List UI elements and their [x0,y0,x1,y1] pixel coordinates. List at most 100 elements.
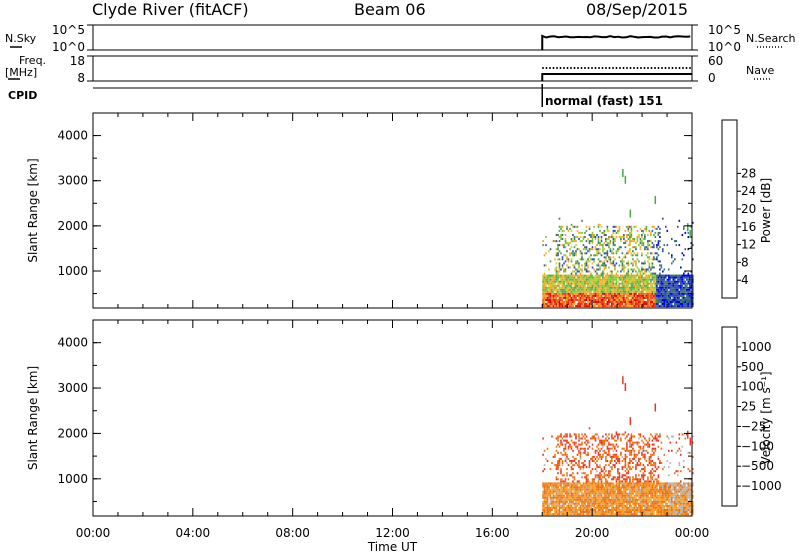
power-cell [660,290,663,293]
power-cell [602,286,604,289]
power-cell [650,301,652,303]
velocity-cell [545,509,547,511]
power-cell [659,264,661,267]
power-cell [617,270,619,273]
velocity-cell [668,484,670,487]
velocity-cell [669,494,672,497]
power-cell [599,299,601,301]
power-cell [635,276,637,279]
power-cell [635,292,637,295]
power-cell [591,292,594,295]
power-cell [675,296,678,299]
power-cell [570,299,573,301]
power-cell [636,286,639,289]
velocity-cell [641,500,643,503]
power-cell [690,305,693,308]
velocity-cell [546,509,549,511]
velocity-cell [555,511,558,513]
velocity-cell [603,511,606,513]
power-cell [590,234,592,236]
velocity-cell [546,447,549,450]
power-cell [576,262,579,265]
power-cell [594,290,597,293]
power-cell [618,256,621,259]
velocity-cell [647,445,649,448]
velocity-cell [593,437,595,440]
velocity-cell [606,492,609,495]
velocity-cell [687,506,690,509]
power-cell [626,303,628,305]
velocity-cell [579,482,582,485]
velocity-cell [629,494,631,497]
power-cell [555,305,558,308]
velocity-cell [681,509,684,511]
power-cell [587,305,589,308]
velocity-cell [570,462,573,464]
power-cell [650,305,652,308]
power-cell [555,262,558,265]
velocity-cell [626,482,628,485]
velocity-cell [653,451,655,454]
power-cell [542,284,544,287]
velocity-cell [683,502,685,505]
power-cell [554,268,556,271]
velocity-cell [686,494,688,497]
velocity-cell [551,513,553,516]
power-cell [594,254,597,257]
power-cell [690,282,693,285]
velocity-cell [629,443,631,446]
power-cell [549,290,552,293]
power-cell [632,284,634,287]
power-cell [564,299,567,301]
velocity-cell [546,506,549,509]
velocity-cell [569,435,571,438]
velocity-cell [656,500,658,503]
velocity-cell [663,496,666,499]
velocity-cell [632,486,634,489]
power-cell [560,238,562,240]
power-cell [587,288,589,291]
velocity-cell [639,506,642,509]
power-cell [560,288,562,291]
velocity-cell [606,500,609,503]
velocity-cell [578,449,580,452]
power-cell [581,296,583,299]
velocity-cell [608,443,610,446]
velocity-colorbar-tick-label: 100 [741,380,764,394]
power-cell [624,278,627,281]
power-cell [647,280,649,283]
velocity-cell [636,462,639,464]
power-cell [543,284,546,287]
power-cell [647,256,649,259]
velocity-cell [611,460,613,462]
velocity-cell [581,496,583,499]
velocity-cell [668,496,670,499]
velocity-cell [674,498,676,501]
power-cell [572,234,574,236]
velocity-cell [581,488,583,491]
power-cell [579,296,582,299]
velocity-cell [575,441,577,444]
velocity-cell [620,492,622,495]
velocity-cell [551,484,553,487]
velocity-cell [617,511,619,513]
power-cell [557,246,559,249]
power-cell [638,305,640,308]
velocity-cell [624,457,627,460]
velocity-cell [638,457,640,460]
power-cell [680,301,682,303]
power-cell [600,296,603,299]
velocity-cell [585,476,588,479]
power-cell [581,286,583,289]
power-cell [605,282,607,285]
power-cell [560,292,562,295]
velocity-cell [665,494,667,497]
noise-strip-right-tick-bottom: 10^0 [708,40,741,54]
power-cell [657,303,660,305]
power-cell [594,276,597,279]
power-cell [560,252,562,255]
power-cell [563,270,565,273]
velocity-cell [597,511,600,513]
velocity-cell [678,464,681,467]
power-cell [668,280,670,283]
